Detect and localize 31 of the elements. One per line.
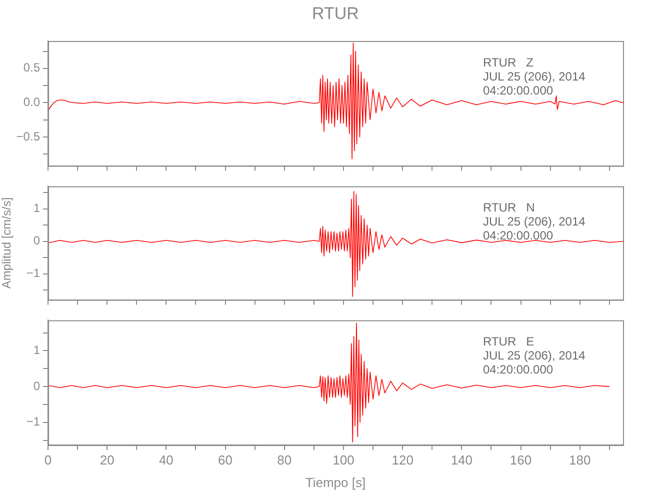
y-tick-label: 1 — [33, 342, 40, 357]
annotation: 04:20:00.000 — [483, 362, 554, 377]
x-tick-label: 20 — [100, 452, 114, 468]
y-tick-label: 0.5 — [23, 60, 40, 75]
y-tick-label: 0 — [33, 378, 40, 393]
annotation: JUL 25 (206), 2014 — [483, 348, 586, 363]
y-tick-label: 0.0 — [23, 95, 40, 110]
x-tick-label: 0 — [44, 452, 52, 468]
annotation: RTUR N — [483, 200, 535, 215]
y-tick-label: −0.5 — [16, 129, 40, 144]
annotation: JUL 25 (206), 2014 — [483, 69, 586, 84]
chart-title: RTUR — [311, 4, 360, 24]
x-tick-label: 120 — [392, 452, 414, 468]
annotation: JUL 25 (206), 2014 — [483, 214, 586, 229]
y-axis-title: Amplitud [cm/s/s] — [0, 197, 14, 289]
x-tick-label: 80 — [277, 452, 292, 468]
annotation: RTUR Z — [483, 55, 534, 70]
x-tick-label: 60 — [218, 452, 233, 468]
annotation: 04:20:00.000 — [483, 228, 554, 243]
x-tick-label: 40 — [158, 452, 174, 468]
x-tick-label: 160 — [510, 452, 532, 468]
annotation: RTUR E — [483, 334, 534, 349]
x-tick-label: 140 — [450, 452, 473, 468]
y-tick-label: −1 — [26, 266, 40, 280]
x-tick-label: 180 — [569, 452, 591, 468]
annotation: 04:20:00.000 — [483, 83, 554, 98]
x-axis-title: Tiempo [s] — [305, 474, 366, 490]
y-tick-label: 1 — [33, 201, 40, 216]
y-tick-label: 0 — [33, 234, 40, 248]
y-tick-label: −1 — [26, 414, 40, 429]
x-tick-label: 100 — [332, 452, 354, 468]
